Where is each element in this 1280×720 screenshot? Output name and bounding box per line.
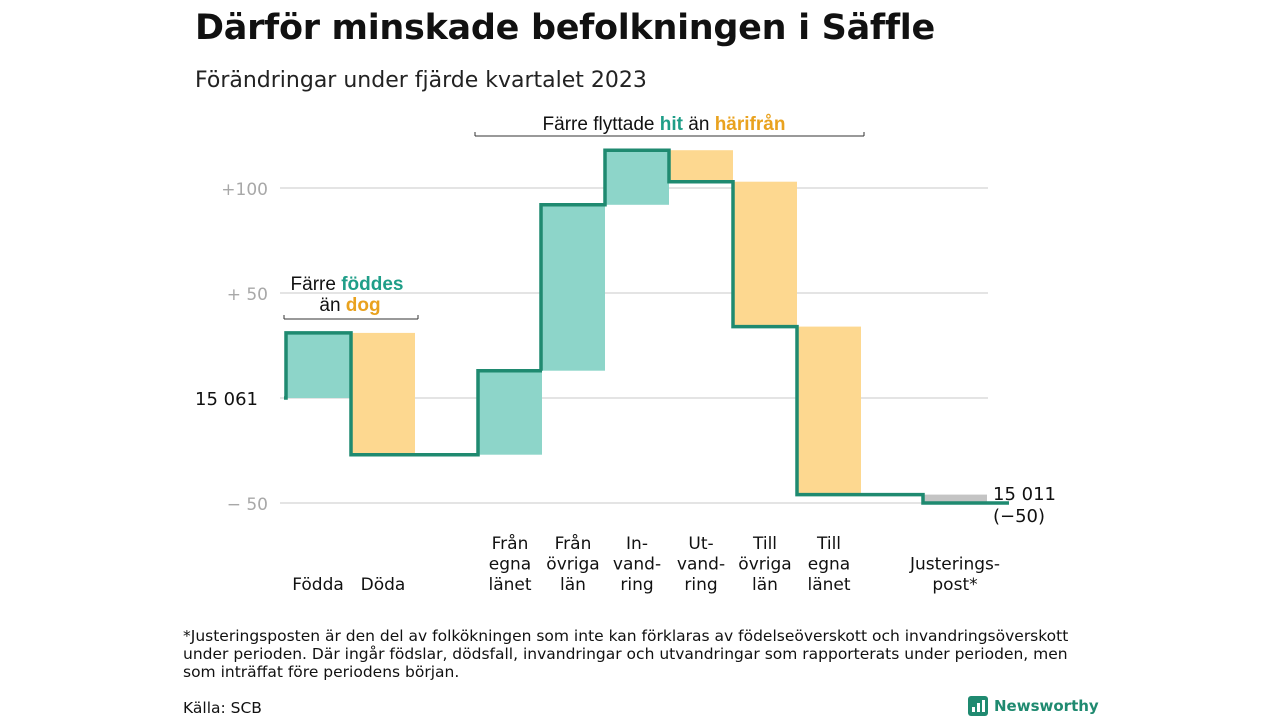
x-tick-label: post* [932,575,977,595]
end-change-label: (−50) [993,506,1045,527]
bar [605,150,669,205]
x-labels: Födda DödaFrånegnalänetFrånövrigalänIn-va… [292,533,1000,595]
x-tick-label: ring [620,575,653,595]
bar [478,370,542,455]
x-tick-label: egna [808,555,850,575]
annotation-migration: Färre flyttade hit än härifrån [543,114,786,135]
bar [797,326,861,495]
x-tick-label: Födda [292,575,344,595]
x-tick-label: ring [684,575,717,595]
x-tick-label: län [752,575,778,595]
start-value-label: 15 061 [195,389,258,410]
y-tick-label: − 50 [227,495,268,515]
brand-logo: Newsworthy [968,696,1099,716]
bars [286,150,987,503]
annotation-births-line2: än dog [319,295,380,316]
x-tick-label: övriga [546,555,599,575]
annotation-births: Färre föddes [291,274,404,295]
newsworthy-icon [968,696,988,716]
x-tick-label: Döda [361,575,406,595]
x-tick-label: egna [489,555,531,575]
step-line [284,148,1009,505]
x-tick-label: övriga [738,555,791,575]
y-ticks: +100 + 50 − 50 15 061 15 011(−50) [195,180,1056,527]
bar [923,494,987,503]
x-tick-label: län [560,575,586,595]
x-tick-label: Ut- [688,534,713,554]
y-tick-label: +100 [221,180,268,200]
bar [541,204,605,371]
x-tick-label: Från [555,533,592,554]
bar [733,181,797,327]
chart-subtitle: Förändringar under fjärde kvartalet 2023 [195,68,647,93]
bar [351,332,415,455]
brand-name: Newsworthy [994,697,1099,715]
x-tick-label: Till [816,534,841,554]
x-tick-label: In- [626,534,648,554]
y-tick-label: + 50 [227,285,268,305]
waterfall-line [284,148,1009,505]
bar [669,150,733,182]
x-tick-label: vand- [613,555,661,575]
x-tick-label: länet [807,575,850,595]
x-tick-label: Till [752,534,777,554]
x-tick-label: Från [492,533,529,554]
end-value-label: 15 011 [993,484,1056,505]
source-label: Källa: SCB [183,699,262,717]
x-tick-label: länet [488,575,531,595]
bar [286,332,350,398]
x-tick-label: Justerings- [909,555,1000,575]
x-tick-label: vand- [677,555,725,575]
chart-title: Därför minskade befolkningen i Säffle [195,8,935,48]
footnote: *Justeringsposten är den del av folkökni… [183,627,1069,681]
